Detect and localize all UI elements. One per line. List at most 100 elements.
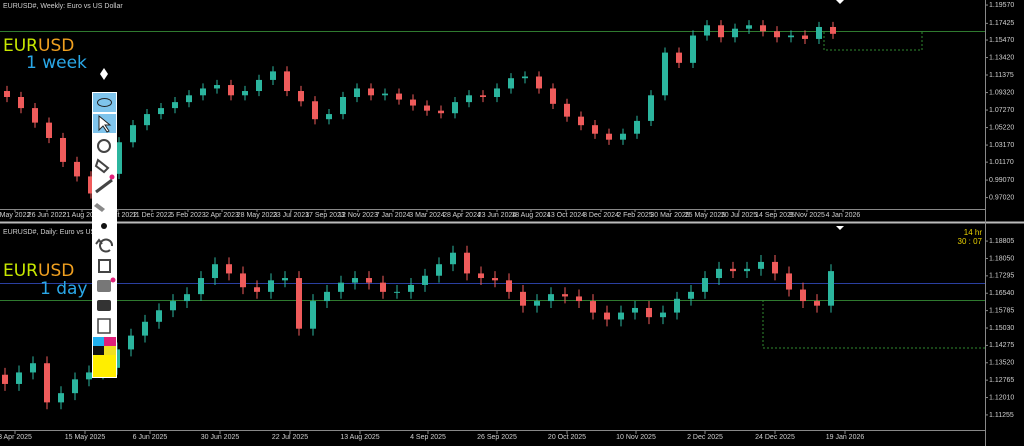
x-tick-label: 3 Apr 2025	[0, 434, 32, 441]
toolbar-bg	[92, 92, 117, 378]
candle-body	[338, 282, 344, 292]
y-tick-label: 0.97020	[989, 194, 1014, 201]
candle-body	[744, 268, 750, 272]
eraser-icon[interactable]	[94, 158, 110, 174]
y-tick-label: 1.12765	[989, 377, 1014, 384]
logo-quote: USD	[38, 261, 74, 281]
x-tick-label: 26 Sep 2025	[477, 434, 517, 441]
candle-body	[534, 301, 540, 306]
logo: EURUSD	[3, 261, 74, 281]
y-tick-label: 1.17425	[989, 20, 1014, 27]
candle-body	[830, 26, 836, 34]
clipboard-icon[interactable]	[97, 318, 111, 334]
candle-body	[352, 278, 358, 283]
current-color[interactable]	[93, 355, 116, 377]
candle-body	[646, 307, 652, 318]
candle-body	[436, 264, 442, 276]
candle-body	[464, 252, 470, 274]
x-tick-label: 28 May 2023	[237, 212, 278, 219]
swatch-yellow[interactable]	[104, 346, 116, 355]
candle-body	[816, 26, 822, 39]
candle-body	[184, 294, 190, 302]
undo-icon[interactable]	[95, 238, 113, 253]
candle-body	[284, 71, 290, 92]
candle-body	[242, 91, 248, 96]
y-tick-label: 1.11375	[989, 72, 1014, 79]
candle-body	[326, 114, 332, 120]
candle-body	[296, 278, 302, 329]
candle-body	[394, 291, 400, 293]
candle-body	[802, 35, 808, 39]
candle-body	[30, 363, 36, 373]
x-tick-label: 16 Oct 2022	[99, 212, 137, 219]
swatch-cyan[interactable]	[93, 337, 104, 346]
candle-body	[618, 312, 624, 320]
color-dot	[110, 277, 116, 283]
magnet-icon[interactable]	[97, 139, 111, 153]
x-tick-label: 20 Oct 2025	[548, 434, 586, 441]
candle-body	[270, 71, 276, 80]
candle-body	[716, 268, 722, 279]
x-tick-label: 8 Dec 2024	[583, 212, 619, 219]
candle-body	[4, 91, 10, 97]
candle-body	[506, 280, 512, 292]
candle-body	[396, 93, 402, 100]
x-tick-label: 19 Jan 2026	[826, 434, 865, 441]
candle-body	[128, 335, 134, 350]
candle-body	[564, 103, 570, 117]
candle-body	[58, 393, 64, 403]
highlighter-icon[interactable]	[94, 203, 105, 212]
x-tick-label: 21 Aug 2022	[62, 212, 101, 219]
candle-body	[452, 102, 458, 114]
candle-body	[312, 101, 318, 120]
pen-icon[interactable]	[100, 68, 108, 80]
candle-body	[46, 122, 52, 138]
candle-body	[590, 301, 596, 313]
pencil-icon[interactable]	[95, 178, 113, 194]
candle-body	[298, 91, 304, 102]
x-tick-label: 7 Jan 2024	[376, 212, 411, 219]
chart-title: EURUSD#, Daily: Euro vs US Dollar	[3, 229, 116, 236]
candle-body	[88, 176, 94, 194]
x-tick-label: 26 Jun 2022	[28, 212, 67, 219]
candle-body	[634, 120, 640, 134]
x-tick-label: 13 Oct 2024	[547, 212, 585, 219]
candle-body	[660, 312, 666, 318]
x-tick-label: 11 Dec 2022	[132, 212, 171, 219]
candle-body	[354, 88, 360, 97]
logo: EURUSD	[3, 36, 74, 56]
candle-body	[620, 133, 626, 140]
candle-body	[508, 78, 514, 89]
candle-body	[492, 278, 498, 281]
x-tick-label: 14 Sep 2025	[755, 212, 795, 219]
candle-body	[60, 137, 66, 162]
trash-icon[interactable]	[98, 259, 111, 273]
swatch-magenta[interactable]	[104, 337, 116, 346]
candle-body	[408, 284, 414, 292]
candle-body	[562, 294, 568, 297]
eye-icon	[97, 98, 112, 107]
camera-icon[interactable]	[97, 300, 111, 311]
x-tick-label: 15 May 2025	[65, 434, 106, 441]
candle-body	[466, 95, 472, 103]
x-tick-label: 18 Aug 2024	[511, 212, 550, 219]
range-box	[823, 32, 923, 51]
y-tick-label: 1.09320	[989, 89, 1014, 96]
x-tick-label: 9 Nov 2025	[789, 212, 825, 219]
eye-button[interactable]	[93, 93, 116, 112]
candle-body	[116, 142, 122, 174]
candle-body	[144, 114, 150, 126]
y-tick-label: 0.99070	[989, 177, 1014, 184]
candle-body	[172, 102, 178, 109]
candle-body	[366, 278, 372, 283]
x-tick-label: 30 Jun 2025	[201, 434, 240, 441]
candle-body	[74, 161, 80, 177]
x-tick-label: 4 Jan 2026	[826, 212, 861, 219]
screen-icon[interactable]	[97, 280, 111, 292]
dot-icon[interactable]	[101, 223, 107, 229]
candle-body	[786, 273, 792, 290]
x-tick-label: 24 Dec 2025	[755, 434, 795, 441]
swatch-black[interactable]	[93, 346, 104, 355]
x-tick-label: May 2022	[0, 212, 30, 219]
candle-body	[256, 79, 262, 92]
